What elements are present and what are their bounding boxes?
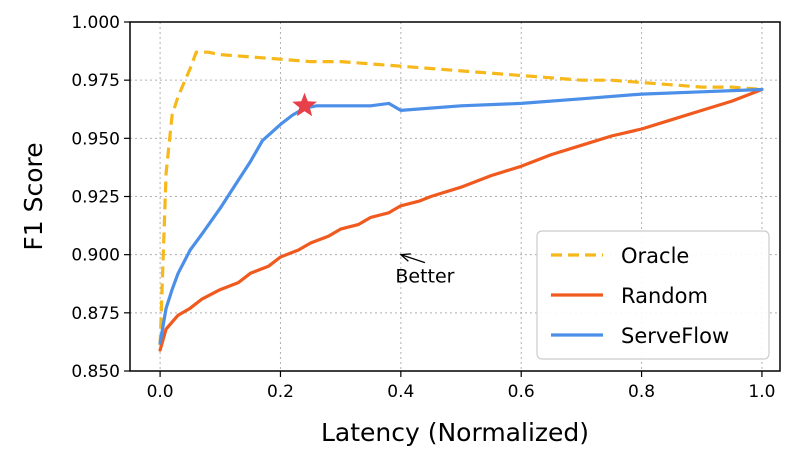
y-tick-label: 1.000 [71, 13, 120, 33]
x-tick-label: 0.2 [267, 382, 294, 402]
x-axis-label: Latency (Normalized) [321, 418, 589, 447]
y-tick-label: 0.975 [71, 71, 120, 91]
series-line-random [158, 87, 764, 352]
chart-markers [292, 92, 317, 117]
x-tick-label: 0.6 [508, 382, 535, 402]
x-tick-label: 0.0 [147, 382, 174, 402]
star-marker [292, 92, 317, 117]
y-axis-label: F1 Score [19, 142, 48, 250]
x-tick-label: 1.0 [748, 382, 775, 402]
annotation-arrowhead [399, 253, 411, 262]
y-tick-label: 0.875 [71, 304, 120, 324]
legend-label-serveflow: ServeFlow [621, 324, 729, 348]
x-tick-label: 0.4 [387, 382, 414, 402]
y-tick-label: 0.925 [71, 188, 120, 208]
annotation-text: Better [395, 266, 454, 288]
legend: Oracle Random ServeFlow [536, 230, 770, 360]
y-tick-label: 0.950 [71, 129, 120, 149]
legend-label-oracle: Oracle [621, 244, 689, 268]
legend-label-random: Random [621, 284, 708, 308]
y-tick-label: 0.900 [71, 246, 120, 266]
annotation: Better [395, 253, 455, 288]
x-tick-label: 0.8 [628, 382, 655, 402]
series-line-oracle [158, 50, 763, 346]
legend-box [536, 230, 770, 360]
annotation-arrow [400, 254, 426, 264]
axis-ticks: 0.0 0.2 0.4 0.6 0.8 1.0 0.850 0.875 0.900 0.925 0.… [71, 13, 775, 402]
y-tick-label: 0.850 [71, 362, 120, 382]
